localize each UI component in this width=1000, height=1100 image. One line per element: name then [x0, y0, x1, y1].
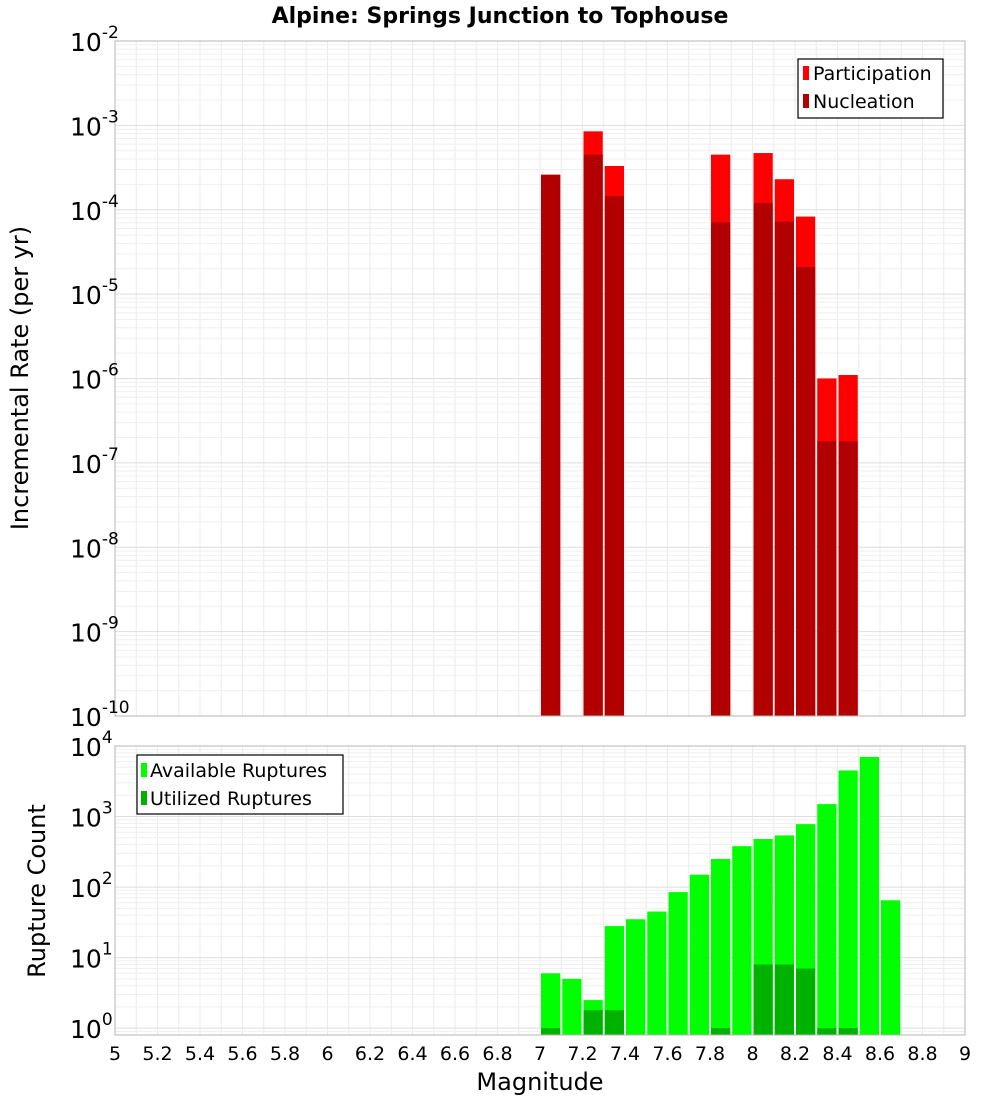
bottom-bar-s1 — [604, 926, 624, 1035]
top-y-tick-label: 10-5 — [70, 276, 119, 310]
x-axis-ticks: 5 5.2 5.4 5.6 5.8 6 6.2 6.4 6.6 6.8 7 7.2 7.4 7.6 7.8 8… — [109, 1043, 971, 1065]
top-bar-s2 — [604, 196, 624, 716]
bottom-y-tick-label: 104 — [70, 728, 113, 762]
bottom-bar-s2 — [541, 1028, 561, 1035]
top-bar-s2 — [817, 441, 837, 716]
legend-swatch-available — [141, 763, 147, 777]
top-y-tick-label: 10-10 — [70, 698, 130, 732]
top-legend: Participation Nucleation — [797, 58, 944, 119]
top-y-tick-label: 10-6 — [70, 361, 119, 395]
bottom-plot-frame — [114, 745, 966, 1036]
top-y-axis-ticks: 10-2 10-3 10-4 10-5 10-6 10-7 10-8 10-9 10-10 — [70, 23, 130, 732]
chart-title: Alpine: Springs Junction to Tophouse — [272, 4, 729, 29]
top-y-tick-label: 10-8 — [70, 529, 119, 563]
bottom-bar-s1 — [668, 892, 688, 1035]
bottom-y-tick-label: 100 — [70, 1010, 113, 1044]
bottom-bar-s1 — [859, 756, 879, 1035]
x-tick-label: 7.4 — [610, 1043, 640, 1065]
x-tick-label: 7.8 — [695, 1043, 725, 1065]
legend-label-available: Available Ruptures — [150, 760, 327, 782]
top-y-tick-label: 10-2 — [70, 23, 119, 57]
top-bar-s2 — [753, 203, 773, 716]
x-tick-label: 7.2 — [567, 1043, 597, 1065]
bottom-legend: Available Ruptures Utilized Ruptures — [136, 754, 344, 815]
legend-label-utilized: Utilized Ruptures — [150, 788, 312, 810]
legend-swatch-utilized — [141, 791, 147, 805]
bottom-y-tick-label: 103 — [70, 799, 113, 833]
top-bar-s2 — [711, 222, 731, 716]
bottom-bar-s1 — [711, 859, 731, 1035]
bottom-bar-s2 — [583, 1010, 603, 1035]
bottom-bar-s1 — [689, 874, 709, 1035]
top-bar-s2 — [838, 441, 858, 716]
x-tick-label: 7.6 — [652, 1043, 682, 1065]
bottom-bar-s1 — [647, 911, 667, 1035]
bottom-y-axis-ticks: 100 101 102 103 104 — [70, 728, 113, 1044]
x-axis-label: Magnitude — [476, 1068, 603, 1096]
x-tick-label: 6.4 — [397, 1043, 427, 1065]
x-tick-label: 8.6 — [865, 1043, 895, 1065]
top-y-tick-label: 10-3 — [70, 107, 119, 141]
x-tick-label: 5.2 — [142, 1043, 172, 1065]
bottom-bar-s1 — [562, 978, 582, 1035]
x-tick-label: 6.6 — [440, 1043, 470, 1065]
bottom-bar-s2 — [817, 1028, 837, 1035]
bottom-bar-s2 — [711, 1028, 731, 1035]
x-tick-label: 5.6 — [227, 1043, 257, 1065]
bottom-bar-s2 — [796, 968, 816, 1035]
x-tick-label: 6.8 — [482, 1043, 512, 1065]
top-y-tick-label: 10-7 — [70, 445, 119, 479]
bottom-plot-bars — [541, 756, 901, 1035]
x-tick-label: 6.2 — [355, 1043, 385, 1065]
bottom-bar-s1 — [838, 770, 858, 1035]
top-plot-bars — [541, 131, 858, 717]
bottom-y-tick-label: 102 — [70, 869, 113, 903]
bottom-bar-s1 — [626, 919, 646, 1035]
legend-swatch-nucleation — [803, 94, 809, 108]
bottom-bar-s2 — [604, 1010, 624, 1035]
x-tick-label: 8.4 — [822, 1043, 852, 1065]
top-bar-s2 — [796, 266, 816, 716]
bottom-y-axis-label: Rupture Count — [23, 804, 51, 978]
bottom-bar-s1 — [732, 846, 752, 1035]
bottom-bar-s2 — [838, 1028, 858, 1035]
top-bar-s2 — [583, 154, 603, 716]
x-tick-label: 8 — [746, 1043, 758, 1065]
x-tick-label: 5.8 — [270, 1043, 300, 1065]
legend-swatch-participation — [803, 66, 809, 80]
bottom-y-tick-label: 101 — [70, 940, 113, 974]
top-plot-frame — [114, 40, 966, 717]
x-tick-label: 6 — [321, 1043, 333, 1065]
x-tick-label: 8.8 — [907, 1043, 937, 1065]
bottom-bar-s1 — [881, 900, 901, 1035]
x-tick-label: 9 — [959, 1043, 971, 1065]
x-tick-label: 5 — [109, 1043, 121, 1065]
x-tick-label: 8.2 — [780, 1043, 810, 1065]
bottom-bar-s1 — [817, 804, 837, 1035]
bottom-bar-s1 — [541, 973, 561, 1035]
top-bar-s2 — [774, 221, 794, 716]
bottom-bar-s2 — [753, 964, 773, 1035]
top-plot-grid — [114, 40, 966, 717]
x-tick-label: 7 — [534, 1043, 546, 1065]
legend-label-nucleation: Nucleation — [813, 91, 915, 113]
x-tick-label: 5.4 — [185, 1043, 215, 1065]
bottom-bar-s2 — [774, 964, 794, 1035]
top-y-tick-label: 10-9 — [70, 614, 119, 648]
legend-label-participation: Participation — [813, 63, 932, 85]
top-bar-s2 — [541, 174, 561, 716]
top-y-tick-label: 10-4 — [70, 192, 119, 226]
top-y-axis-label: Incremental Rate (per yr) — [6, 226, 34, 530]
